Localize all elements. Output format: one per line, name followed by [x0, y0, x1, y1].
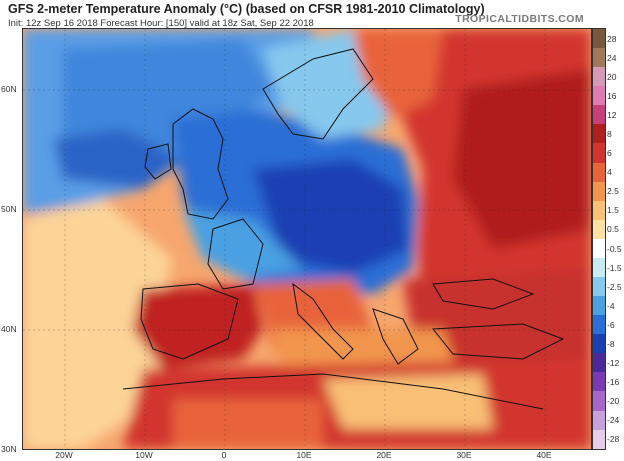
- colorbar-label: 2.5: [607, 186, 619, 197]
- lat-label: 50N: [1, 204, 17, 214]
- colorbar-label: 1.5: [607, 205, 619, 216]
- lat-label: 40N: [1, 324, 17, 334]
- colorbar-label: -12: [607, 358, 620, 369]
- colorbar-segment: [593, 410, 605, 430]
- graticule: [23, 29, 591, 449]
- lon-label: 10E: [296, 450, 312, 460]
- anomaly-field: [23, 29, 591, 449]
- colorbar-segment: [593, 219, 605, 239]
- colorbar-segment: [593, 315, 605, 335]
- colorbar-segment: [593, 238, 605, 258]
- colorbar-segment: [593, 162, 605, 182]
- lon-label: 20W: [55, 450, 73, 460]
- colorbar-label: -16: [607, 377, 620, 388]
- lon-label: 40E: [536, 450, 552, 460]
- colorbar-label: -8: [607, 339, 615, 349]
- colorbar-segment: [593, 296, 605, 316]
- colorbar-label: -24: [607, 415, 620, 426]
- colorbar-segment: [593, 277, 605, 297]
- colorbar-label: -2.5: [607, 281, 622, 292]
- colorbar-segment: [593, 353, 605, 373]
- lat-label: 30N: [1, 444, 17, 454]
- lat-label: 60N: [1, 84, 17, 94]
- colorbar-label: -20: [607, 396, 620, 407]
- colorbar-segment: [593, 257, 605, 278]
- colorbar-segment: [593, 181, 605, 201]
- lon-label: 30E: [456, 450, 472, 460]
- colorbar-label: -4: [607, 300, 615, 311]
- lon-label: 20E: [376, 450, 392, 460]
- colorbar-label: 0.5: [607, 224, 619, 235]
- colorbar-segment: [593, 124, 605, 144]
- map-canvas: [23, 29, 591, 449]
- colorbar-label: -1.5: [607, 262, 622, 273]
- coastlines: [122, 48, 565, 410]
- colorbar-label: 16: [607, 90, 617, 101]
- colorbar-label: 20: [607, 71, 617, 82]
- colorbar-segment: [593, 86, 605, 106]
- lon-label: 0: [221, 450, 227, 460]
- colorbar-label: -6: [607, 319, 615, 330]
- lon-label: 10W: [135, 450, 153, 460]
- colorbar-segment: [593, 143, 605, 163]
- colorbar-label: 12: [607, 109, 617, 120]
- colorbar-segment: [593, 334, 605, 354]
- colorbar-label: -28: [607, 434, 620, 445]
- brand-watermark: TROPICALTIDBITS.COM: [455, 13, 584, 25]
- colorbar-label: 8: [607, 129, 612, 139]
- colorbar-label: 6: [607, 148, 612, 159]
- colorbar-segment: [593, 429, 605, 449]
- anomaly-map: [22, 28, 592, 450]
- chart-title: GFS 2-meter Temperature Anomaly (°C) (ba…: [8, 2, 485, 16]
- colorbar-segment: [593, 105, 605, 125]
- colorbar-label: 4: [607, 167, 612, 178]
- colorbar: [592, 28, 606, 450]
- colorbar-segment: [593, 67, 605, 87]
- colorbar-label: 24: [607, 52, 617, 63]
- colorbar-segment: [593, 200, 605, 220]
- chart-subtitle: Init: 12z Sep 16 2018 Forecast Hour: [15…: [8, 18, 314, 29]
- colorbar-segment: [593, 391, 605, 411]
- colorbar-segment: [593, 372, 605, 392]
- colorbar-label: -0.5: [607, 243, 622, 254]
- colorbar-segment: [593, 29, 605, 49]
- colorbar-segment: [593, 48, 605, 68]
- colorbar-label: 28: [607, 33, 617, 44]
